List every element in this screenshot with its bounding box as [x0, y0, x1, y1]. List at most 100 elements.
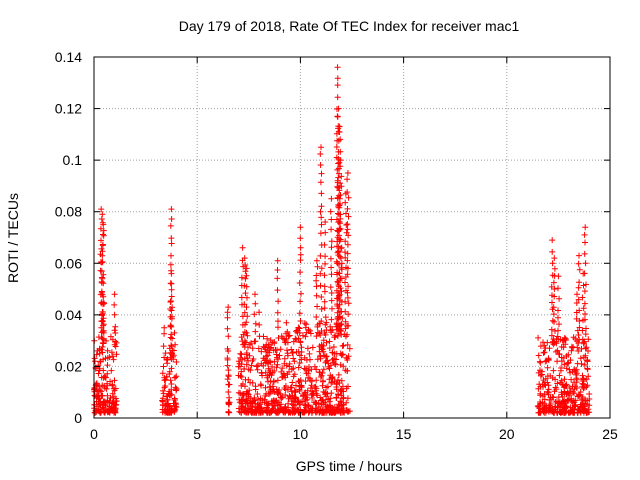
data-point [226, 401, 232, 408]
data-point [328, 264, 335, 271]
data-point [338, 298, 345, 305]
data-point [239, 356, 246, 363]
data-point [327, 284, 334, 291]
data-point [166, 371, 173, 377]
y-tick-label: 0.1 [63, 152, 83, 168]
data-point [573, 376, 580, 383]
data-point [554, 409, 561, 416]
data-point [535, 334, 542, 341]
data-point [106, 409, 113, 416]
data-point [301, 409, 308, 416]
data-point [344, 241, 351, 248]
data-point [346, 345, 353, 352]
data-point [316, 348, 323, 355]
data-point [297, 298, 304, 305]
data-point [100, 398, 107, 405]
data-point [112, 401, 119, 408]
data-point [342, 238, 349, 245]
data-point [333, 380, 340, 387]
data-point [561, 334, 568, 341]
data-point [317, 282, 324, 289]
data-point [95, 392, 102, 399]
data-point [324, 390, 331, 397]
data-point [259, 397, 266, 404]
data-point [322, 260, 328, 267]
data-point [318, 318, 325, 325]
data-point [297, 377, 304, 384]
data-point [224, 355, 231, 362]
data-point [292, 335, 299, 342]
data-point [304, 387, 311, 394]
data-point [241, 365, 247, 372]
data-point [576, 252, 582, 259]
data-point [168, 235, 175, 242]
data-point [318, 144, 324, 151]
data-point [335, 174, 342, 181]
data-point [573, 370, 580, 377]
data-point [248, 362, 255, 369]
data-point [337, 327, 344, 334]
data-point [289, 392, 296, 399]
data-point [164, 405, 171, 411]
data-point [305, 402, 312, 409]
data-point [270, 398, 277, 405]
data-point [334, 75, 341, 82]
data-point [224, 325, 231, 332]
data-point [339, 343, 346, 349]
data-point [334, 333, 341, 339]
grid-lines [94, 57, 610, 418]
data-point [261, 355, 268, 362]
data-point [322, 359, 329, 366]
data-point [339, 409, 346, 416]
data-point [240, 391, 247, 397]
data-point [225, 408, 232, 415]
data-point [334, 404, 341, 411]
data-point [274, 361, 281, 368]
x-axis-label: GPS time / hours [296, 458, 403, 474]
data-point [258, 348, 265, 355]
data-point [104, 370, 111, 377]
data-point [576, 392, 583, 399]
data-point [297, 235, 304, 242]
data-point [568, 343, 575, 350]
data-point [104, 347, 111, 354]
data-point [298, 356, 305, 363]
data-point [243, 319, 250, 326]
tick-labels: 0 5 10 15 20 25 0 0.02 0.04 0.06 0.08 0.1 0.12 0.14 [55, 49, 618, 442]
data-point [344, 357, 351, 363]
data-point [328, 290, 335, 296]
data-point [243, 329, 250, 336]
data-point [579, 372, 586, 379]
data-point [336, 204, 343, 211]
data-point [560, 382, 567, 388]
data-point [335, 248, 342, 255]
data-point [252, 320, 259, 327]
data-point [295, 398, 302, 405]
data-point [168, 240, 175, 247]
data-point [314, 323, 321, 330]
data-point [313, 277, 320, 284]
x-tick-label: 15 [396, 426, 412, 442]
data-point [573, 309, 580, 316]
data-point [167, 313, 174, 320]
data-point [171, 329, 178, 336]
data-point [586, 396, 593, 402]
data-point [323, 384, 330, 391]
data-point [225, 304, 232, 311]
data-point [581, 338, 588, 345]
data-point [555, 336, 562, 343]
data-point [582, 331, 589, 338]
data-point [317, 179, 324, 186]
data-point [168, 270, 175, 277]
data-point [337, 361, 344, 368]
data-point [251, 394, 258, 401]
data-point [586, 409, 593, 416]
data-point [342, 199, 349, 206]
data-point [292, 389, 299, 395]
data-point [275, 391, 282, 398]
data-point [168, 280, 175, 287]
data-point [300, 392, 307, 399]
data-point [311, 363, 318, 370]
data-point [342, 274, 349, 280]
data-point [321, 389, 328, 396]
